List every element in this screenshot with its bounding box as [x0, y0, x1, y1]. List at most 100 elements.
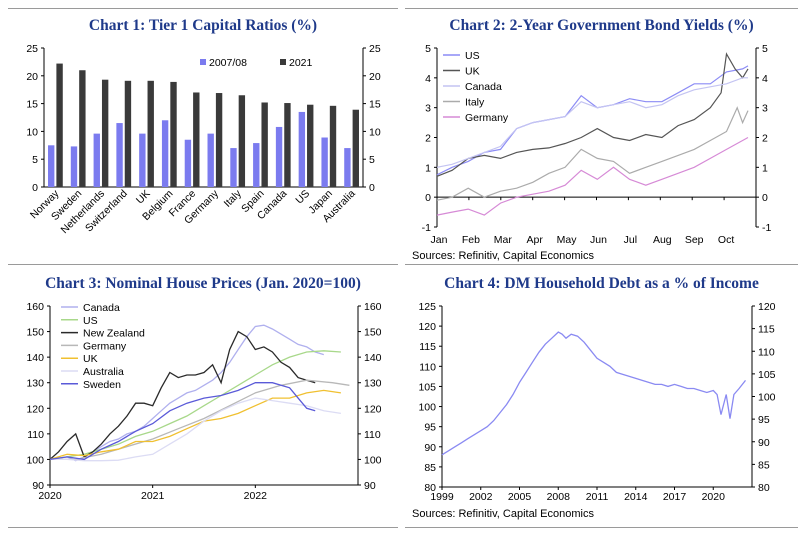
- chart4-right-tick-label: 115: [758, 324, 775, 336]
- chart2-legend-label: Italy: [465, 97, 485, 109]
- chart2-x-tick-label: May: [557, 234, 578, 246]
- chart3-legend-label: Sweden: [83, 379, 121, 391]
- chart3-left-tick-label: 110: [27, 429, 44, 441]
- chart1-left-tick-label: 15: [26, 99, 38, 111]
- chart1-bar-2007/08: [161, 120, 169, 187]
- chart1-left-tick-label: 5: [32, 154, 38, 166]
- chart1-bar-2021: [307, 104, 314, 187]
- chart1-bar-2021: [170, 81, 177, 187]
- chart4-left-tick-label: 95: [424, 422, 436, 434]
- chart4-x-tick-label: 2008: [547, 491, 571, 503]
- chart1-legend-label: 2007/08: [209, 57, 247, 69]
- chart2-x-tick-label: Feb: [462, 234, 480, 246]
- chart4-x-tick-label: 2011: [586, 491, 609, 503]
- chart2-x-tick-label: Mar: [494, 234, 513, 246]
- chart2-source: Sources: Refinitiv, Capital Economics: [412, 250, 594, 262]
- chart1-right-tick-label: 20: [369, 71, 381, 83]
- chart3-left-tick-label: 90: [32, 480, 44, 492]
- chart1-bar-2007/08: [70, 146, 78, 187]
- chart1-bar-2007/08: [253, 143, 260, 187]
- chart3-left-tick-label: 120: [26, 403, 44, 415]
- chart4-series-line: [441, 331, 747, 456]
- row-divider-right: [405, 264, 798, 265]
- chart3-left-tick-label: 160: [26, 301, 44, 313]
- chart1-legend-swatch: [280, 59, 286, 65]
- chart4-right-tick-label: 120: [758, 301, 776, 313]
- chart2-x-tick-label: Sep: [685, 234, 704, 246]
- chart4-left-tick-label: 90: [424, 442, 436, 454]
- chart1-bar-2021: [329, 105, 337, 187]
- chart4-left-tick-label: 110: [419, 361, 436, 373]
- chart2-series-line-canada: [436, 77, 748, 168]
- chart2-right-tick-label: 0: [762, 192, 768, 204]
- chart4-left-tick-label: 100: [418, 402, 436, 414]
- chart4-left-tick-label: 80: [424, 482, 436, 494]
- chart4-right-tick-label: 105: [758, 369, 776, 381]
- chart3-right-tick-label: 110: [364, 429, 381, 441]
- chart2-x-tick-label: Oct: [718, 234, 734, 246]
- chart3-legend-label: US: [83, 315, 98, 327]
- chart1-bar-2021: [352, 109, 359, 187]
- chart1-right-tick-label: 0: [369, 182, 375, 194]
- chart4-right-tick-label: 100: [758, 392, 776, 404]
- chart3-left-tick-label: 130: [26, 378, 44, 390]
- chart2-x-tick-label: Jan: [431, 234, 448, 246]
- chart3-legend-label: Canada: [83, 302, 120, 314]
- chart1-bar-2007/08: [275, 126, 283, 187]
- chart1-bar-2007/08: [116, 123, 123, 187]
- chart2-series-line-uk: [436, 52, 749, 177]
- chart1-bar-2021: [124, 80, 132, 187]
- chart3-legend-label: New Zealand: [83, 328, 145, 340]
- chart2-left-tick-label: 1: [425, 162, 431, 174]
- chart1-left-tick-label: 20: [26, 71, 38, 83]
- chart3-series-line-us: [49, 350, 341, 461]
- chart1-bar-2007/08: [184, 139, 192, 187]
- chart1-bar-2007/08: [298, 111, 306, 187]
- chart3-right-tick-label: 100: [364, 454, 382, 466]
- chart1-bar-2007/08: [321, 137, 328, 187]
- chart1-right-tick-label: 5: [369, 154, 375, 166]
- chart3-right-tick-label: 160: [364, 301, 382, 313]
- chart1-bar-2007/08: [48, 145, 55, 187]
- chart2-legend-label: Canada: [465, 81, 502, 93]
- chart2-left-tick-label: 5: [425, 43, 431, 55]
- row-divider-left: [8, 264, 398, 265]
- chart4-x-tick-label: 2017: [663, 491, 687, 503]
- chart2-series-line-italy: [436, 106, 749, 201]
- chart4-title: Chart 4: DM Household Debt as a % of Inc…: [444, 275, 759, 292]
- chart1-bar-2021: [79, 70, 86, 187]
- chart3-legend-label: Germany: [83, 340, 127, 352]
- chart1-bar-2021: [147, 80, 154, 187]
- chart2-left-tick-label: 2: [425, 133, 431, 145]
- chart3-x-tick-label: 2020: [38, 490, 62, 502]
- chart4-right-tick-label: 80: [758, 482, 770, 494]
- chart3-x-tick-label: 2021: [141, 490, 165, 502]
- chart4-x-tick-label: 2014: [624, 491, 648, 503]
- chart3-series-line-sweden: [49, 382, 316, 461]
- chart3-series-line-uk: [49, 389, 341, 461]
- chart1-legend-label: 2021: [289, 57, 313, 69]
- chart2-title: Chart 2: 2-Year Government Bond Yields (…: [449, 17, 754, 34]
- chart3-right-tick-label: 150: [364, 327, 382, 339]
- chart4-left-tick-label: 125: [418, 301, 436, 313]
- top-border: [8, 8, 398, 9]
- chart3-series-line-australia: [50, 397, 341, 462]
- chart3-right-tick-label: 90: [364, 480, 376, 492]
- chart2-right-tick-label: 3: [762, 103, 768, 115]
- chart3-series-line-new-zealand: [49, 330, 316, 460]
- chart3-series-line-germany: [50, 379, 350, 461]
- chart3-legend-label: Australia: [83, 366, 124, 378]
- chart3-right-tick-label: 120: [364, 403, 382, 415]
- chart1-bar-2021: [215, 93, 223, 187]
- chart4-source: Sources: Refinitiv, Capital Economics: [412, 508, 594, 520]
- chart2-legend-label: UK: [465, 66, 480, 78]
- chart1-bar-2021: [284, 103, 291, 187]
- chart1-left-tick-label: 10: [26, 126, 38, 138]
- chart2-left-tick-label: -1: [422, 222, 431, 234]
- chart4-x-tick-label: 1999: [430, 491, 454, 503]
- top-border-right: [405, 8, 798, 9]
- chart2-right-tick-label: 5: [762, 43, 768, 55]
- chart2-legend-label: Germany: [465, 112, 509, 124]
